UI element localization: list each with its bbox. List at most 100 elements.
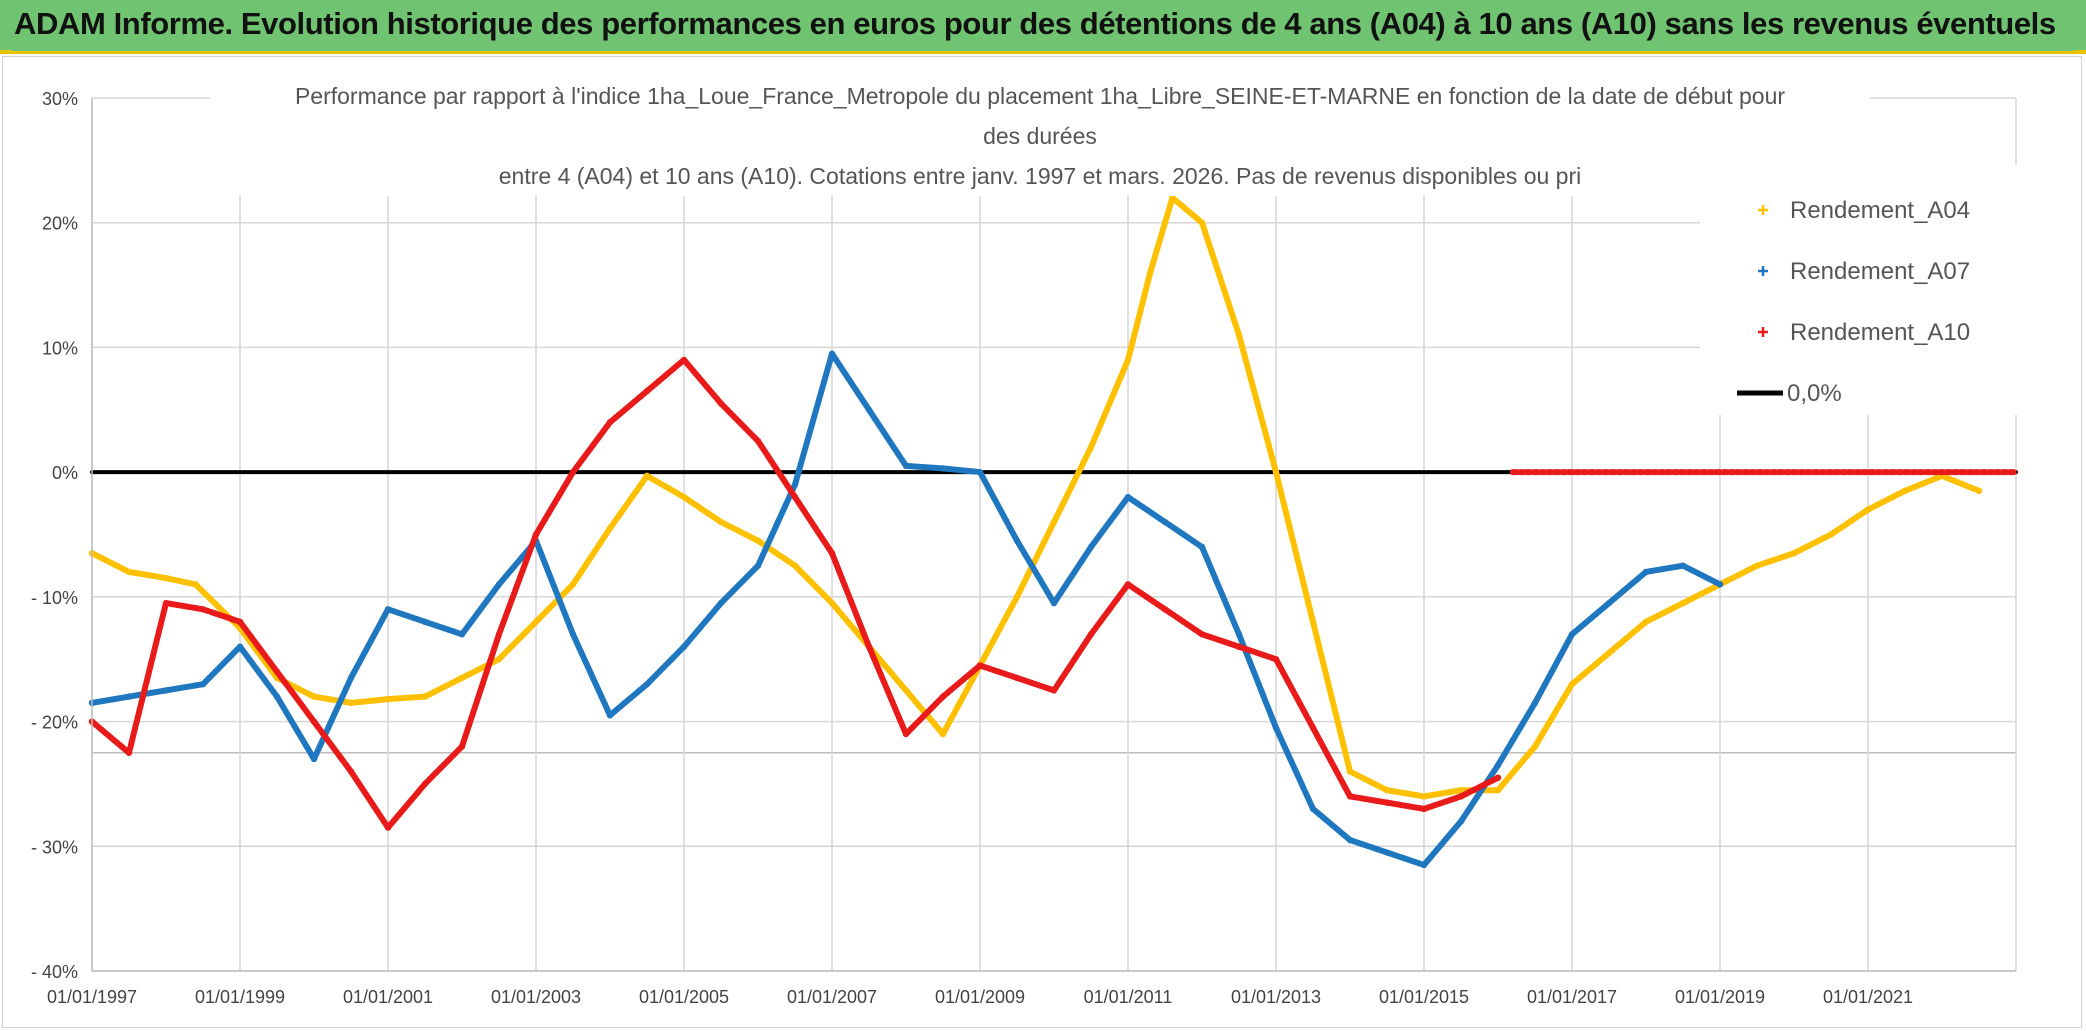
data-point-rendement-a04: [1679, 599, 1687, 607]
data-point-rendement-a10: [273, 668, 281, 675]
data-point-rendement-a04: [1169, 194, 1176, 201]
y-tick-label: - 40%: [31, 962, 78, 982]
y-tick-label: - 10%: [31, 588, 78, 608]
data-point-rendement-a07: [1642, 568, 1650, 576]
x-tick-label: 01/01/2011: [1084, 987, 1173, 1007]
data-point-rendement-a10: [1124, 581, 1132, 588]
x-tick-label: 01/01/2003: [491, 987, 581, 1007]
data-point-rendement-a04: [1147, 269, 1154, 276]
chart-axes: - 40% - 30% - 20% - 10% 0% 10% 20% 30% 01/01/199…: [31, 89, 2016, 1007]
data-point-rendement-a07: [865, 406, 873, 413]
data-point-rendement-a07: [310, 755, 318, 763]
legend-cross-marker: [1758, 205, 1768, 215]
chart-title: Performance par rapport à l'indice 1ha_L…: [295, 83, 1785, 189]
chart-title-line-1: Performance par rapport à l'indice 1ha_L…: [295, 83, 1785, 109]
data-point-rendement-a10: [754, 437, 762, 445]
data-point-rendement-a10: [1383, 799, 1391, 806]
x-tick-label: 01/01/2007: [787, 987, 877, 1007]
data-point-rendement-a04: [1013, 593, 1021, 601]
y-tick-label: 30%: [42, 89, 78, 109]
chart-frame: [2, 56, 2082, 1028]
data-point-rendement-a10: [939, 693, 947, 700]
data-point-rendement-a07: [1457, 818, 1465, 825]
y-tick-label: 0%: [52, 463, 78, 483]
y-tick-label: 10%: [42, 338, 78, 358]
data-point-rendement-a07: [1494, 762, 1502, 769]
data-point-rendement-a04: [192, 581, 199, 588]
data-point-rendement-a04: [1383, 786, 1391, 794]
x-tick-label: 01/01/2019: [1675, 987, 1765, 1007]
data-point-rendement-a10: [717, 400, 725, 407]
data-point-rendement-a10: [1235, 643, 1243, 650]
data-point-rendement-a04: [421, 693, 429, 700]
data-point-rendement-a04: [939, 730, 947, 738]
data-point-rendement-a04: [1198, 219, 1206, 226]
data-point-rendement-a04: [1050, 518, 1058, 526]
data-point-rendement-a04: [828, 599, 836, 607]
data-point-rendement-a07: [1531, 699, 1539, 707]
data-point-rendement-a07: [1235, 631, 1243, 638]
legend-label: Rendement_A10: [1790, 319, 1970, 346]
data-point-rendement-a07: [976, 468, 984, 476]
x-tick-label: 01/01/2001: [343, 987, 433, 1007]
data-point-rendement-a04: [791, 562, 799, 569]
data-point-rendement-a07: [347, 674, 355, 682]
data-point-rendement-a07: [384, 606, 392, 613]
data-point-rendement-a10: [1161, 606, 1169, 613]
data-point-rendement-a10: [1494, 774, 1502, 781]
data-point-rendement-a10: [1272, 656, 1280, 663]
data-point-rendement-a04: [532, 618, 540, 625]
data-point-rendement-a07: [1198, 543, 1206, 551]
data-point-rendement-a10: [680, 356, 688, 364]
data-point-rendement-a07: [1346, 836, 1354, 844]
y-tick-label: 20%: [42, 214, 78, 234]
data-point-rendement-a07: [1272, 724, 1280, 732]
data-point-rendement-a07: [458, 631, 466, 638]
data-point-rendement-a04: [1272, 468, 1280, 476]
data-point-rendement-a04: [717, 518, 725, 526]
legend-label: Rendement_A04: [1790, 197, 1970, 224]
data-point-rendement-a04: [1420, 793, 1428, 800]
data-point-rendement-a04: [643, 472, 651, 480]
legend-cross-marker: [1758, 266, 1768, 276]
data-point-rendement-a04: [162, 574, 170, 582]
y-tick-label: - 30%: [31, 837, 78, 857]
x-tick-label: 01/01/2017: [1527, 987, 1617, 1007]
data-point-rendement-a10: [1198, 631, 1206, 638]
data-point-rendement-a04: [1531, 743, 1539, 750]
data-point-rendement-a07: [1087, 543, 1095, 551]
data-point-rendement-a10: [1050, 687, 1058, 694]
chart-title-line-2: des durées: [983, 123, 1097, 149]
x-tick-label: 01/01/1997: [47, 987, 137, 1007]
data-point-rendement-a10: [125, 749, 133, 756]
y-tick-label: - 20%: [31, 713, 78, 733]
data-point-rendement-a10: [458, 743, 466, 750]
data-point-rendement-a04: [458, 674, 466, 682]
x-tick-label: 01/01/2009: [935, 987, 1025, 1007]
data-point-rendement-a07: [902, 462, 910, 470]
data-point-rendement-a07: [680, 643, 688, 650]
legend-label: Rendement_A07: [1790, 258, 1970, 285]
data-point-rendement-a04: [606, 525, 614, 532]
data-point-rendement-a10: [236, 618, 244, 625]
data-point-rendement-a07: [828, 350, 836, 357]
data-point-rendement-a04: [1642, 618, 1650, 625]
data-point-rendement-a04: [1864, 506, 1872, 513]
banner-accent-right: [2074, 50, 2086, 54]
data-point-rendement-a07: [199, 680, 207, 688]
data-point-rendement-a04: [1568, 680, 1576, 688]
data-point-rendement-a10: [199, 606, 207, 613]
data-point-rendement-a10: [569, 468, 577, 476]
chart-series: [88, 194, 2019, 869]
data-point-rendement-a04: [1901, 487, 1909, 495]
data-point-rendement-a10: [162, 599, 170, 607]
data-point-rendement-a10: [1013, 674, 1021, 682]
report-title: ADAM Informe. Evolution historique des p…: [14, 6, 2056, 41]
data-point-rendement-a04: [680, 493, 688, 501]
data-point-rendement-a04: [569, 581, 577, 588]
data-point-rendement-a04: [1235, 331, 1243, 339]
data-point-rendement-a04: [1827, 531, 1835, 538]
data-point-rendement-a04: [1753, 562, 1761, 569]
data-point-rendement-a04: [384, 695, 392, 703]
data-point-rendement-a10: [421, 780, 429, 788]
